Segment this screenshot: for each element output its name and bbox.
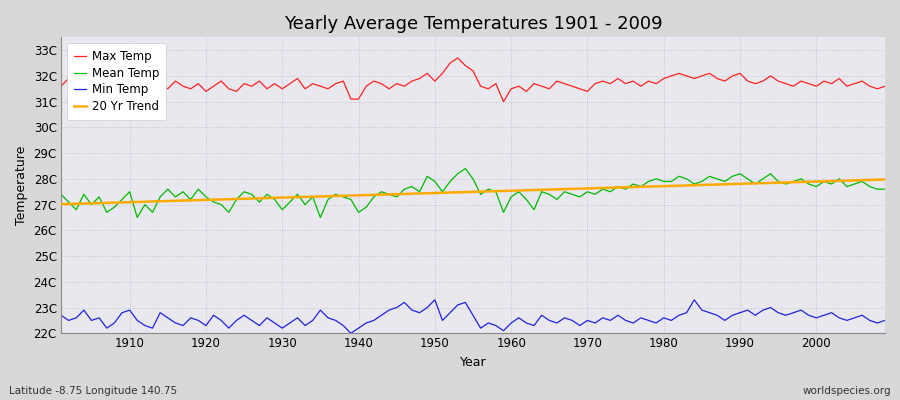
Max Temp	[330, 81, 341, 86]
Line: 20 Yr Trend: 20 Yr Trend	[61, 180, 885, 204]
Min Temp	[56, 313, 67, 318]
Legend: Max Temp, Mean Temp, Min Temp, 20 Yr Trend: Max Temp, Mean Temp, Min Temp, 20 Yr Tre…	[67, 43, 166, 120]
Min Temp	[613, 313, 624, 318]
Y-axis label: Temperature: Temperature	[15, 146, 28, 225]
Line: Max Temp: Max Temp	[61, 58, 885, 102]
Min Temp	[330, 318, 341, 323]
Line: Mean Temp: Mean Temp	[61, 168, 885, 218]
Mean Temp	[521, 197, 532, 202]
20 Yr Trend	[598, 186, 608, 190]
20 Yr Trend	[284, 195, 295, 200]
20 Yr Trend	[498, 188, 508, 193]
Min Temp	[284, 320, 295, 325]
Min Temp	[879, 318, 890, 323]
Min Temp	[346, 331, 356, 336]
Min Temp	[521, 320, 532, 325]
Max Temp	[513, 84, 524, 89]
20 Yr Trend	[330, 194, 341, 198]
Min Temp	[513, 316, 524, 320]
Mean Temp	[513, 189, 524, 194]
Max Temp	[521, 89, 532, 94]
Min Temp	[117, 310, 128, 315]
Mean Temp	[879, 187, 890, 192]
Max Temp	[453, 56, 464, 60]
Title: Yearly Average Temperatures 1901 - 2009: Yearly Average Temperatures 1901 - 2009	[284, 15, 662, 33]
Mean Temp	[292, 192, 303, 197]
20 Yr Trend	[56, 202, 67, 207]
Mean Temp	[132, 215, 143, 220]
Max Temp	[56, 84, 67, 89]
20 Yr Trend	[506, 188, 517, 193]
Line: Min Temp: Min Temp	[61, 300, 885, 333]
Mean Temp	[56, 192, 67, 197]
20 Yr Trend	[879, 177, 890, 182]
Max Temp	[879, 84, 890, 89]
Max Temp	[498, 99, 508, 104]
Max Temp	[613, 76, 624, 81]
Mean Temp	[613, 184, 624, 189]
Max Temp	[284, 81, 295, 86]
Text: Latitude -8.75 Longitude 140.75: Latitude -8.75 Longitude 140.75	[9, 386, 177, 396]
Max Temp	[117, 86, 128, 91]
Mean Temp	[338, 194, 348, 199]
Text: worldspecies.org: worldspecies.org	[803, 386, 891, 396]
X-axis label: Year: Year	[460, 356, 486, 369]
Mean Temp	[460, 166, 471, 171]
20 Yr Trend	[117, 200, 128, 205]
Mean Temp	[117, 197, 128, 202]
Min Temp	[429, 298, 440, 302]
